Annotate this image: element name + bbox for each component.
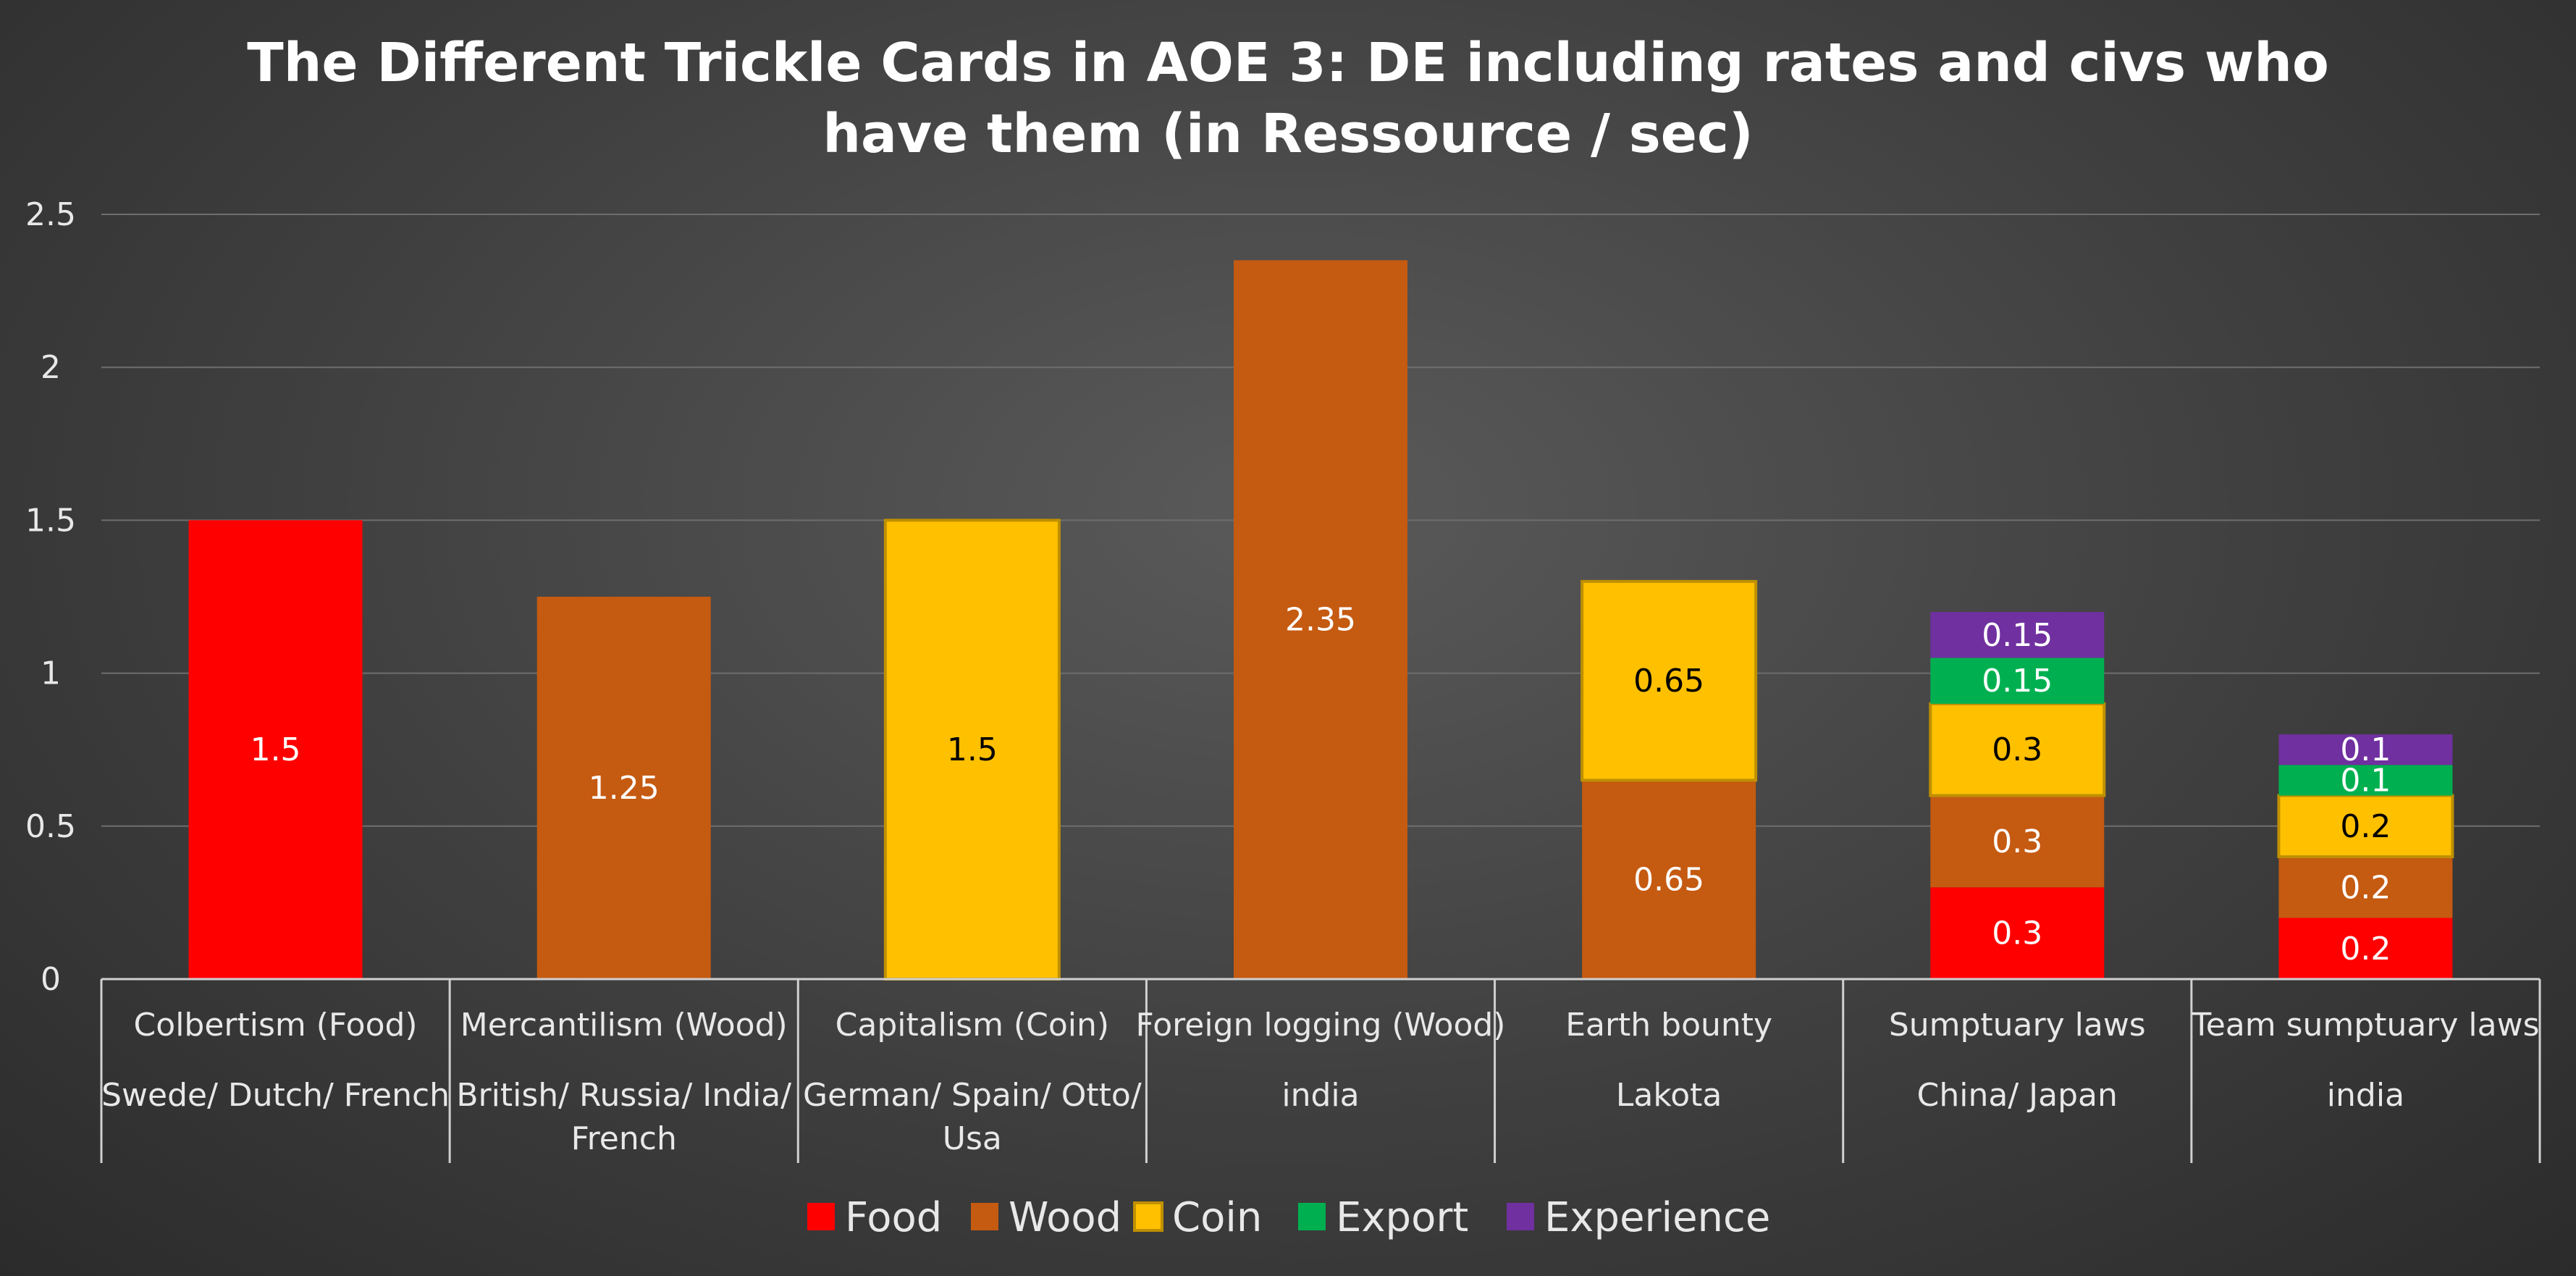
data-label: 2.35 [1285, 602, 1356, 639]
bar-segment-coin [1580, 579, 1758, 782]
civ-label: French [571, 1120, 677, 1157]
bar-segment-food [188, 520, 363, 979]
category-label: Earth bounty [1565, 1007, 1772, 1044]
data-label: 0.65 [1633, 663, 1704, 700]
civ-label: india [1281, 1077, 1359, 1114]
data-label: 0.15 [1982, 617, 2053, 654]
civ-label: Lakota [1616, 1077, 1722, 1114]
civ-label: German/ Spain/ Otto/ [803, 1077, 1142, 1114]
bar-segment-experience [2278, 734, 2453, 765]
data-label: 1.5 [251, 731, 301, 768]
data-label: 0.65 [1633, 862, 1704, 899]
bar-segment-food [1930, 887, 2105, 979]
bar-segment-food [2278, 918, 2453, 979]
civ-label: British/ Russia/ India/ [456, 1077, 791, 1114]
civ-label: Usa [943, 1120, 1002, 1157]
bars: 1.5 1.25 1.5 2.35 0.65 0.65 0.3 0.3 0.3 0.15 0.15 0… [188, 260, 2454, 981]
category-label: Team sumptuary laws [2191, 1007, 2539, 1044]
bar-segment-wood [1582, 780, 1756, 979]
data-label: 0.2 [2340, 808, 2391, 845]
legend-swatch-food [807, 1203, 835, 1230]
civ-label: China/ Japan [1917, 1077, 2118, 1114]
legend: Food Wood Coin Export Experience [807, 1194, 1770, 1241]
data-label: 0.2 [2340, 931, 2391, 968]
legend-label-coin: Coin [1172, 1194, 1262, 1241]
bar-segment-wood [1234, 260, 1407, 979]
legend-swatch-export [1298, 1203, 1326, 1230]
y-tick-label: 1.5 [25, 502, 76, 539]
bar-segment-coin [2277, 794, 2454, 859]
category-label: Sumptuary laws [1889, 1007, 2146, 1044]
data-label: 1.25 [589, 770, 660, 807]
civ-label: india [2327, 1077, 2404, 1114]
data-label: 0.3 [1992, 731, 2042, 768]
bar-segment-export [2278, 765, 2453, 796]
legend-swatch-experience [1507, 1203, 1534, 1230]
data-label: 0.1 [2340, 762, 2391, 799]
bar-segment-wood [1930, 795, 2105, 888]
bar-segment-wood [2278, 857, 2453, 918]
y-tick-label: 2.5 [25, 196, 76, 233]
category-label: Capitalism (Coin) [835, 1007, 1109, 1044]
y-tick-label: 0.5 [25, 808, 76, 845]
chart-title-line-2: have them (in Ressource / sec) [822, 103, 1753, 165]
bar-segment-wood [536, 597, 711, 979]
data-label: 0.3 [1992, 915, 2042, 952]
y-tick-label: 1 [41, 655, 61, 692]
category-label: Colbertism (Food) [134, 1007, 418, 1044]
data-label: 0.15 [1982, 663, 2053, 700]
y-tick-label: 2 [41, 349, 61, 386]
x-axis: Colbertism (Food) Swede/ Dutch/ French Mer… [100, 978, 2541, 1163]
category-label: Mercantilism (Wood) [460, 1007, 788, 1044]
bar-segment-export [1930, 658, 2105, 704]
bar-segment-coin [1929, 702, 2106, 797]
legend-swatch-coin [1133, 1201, 1163, 1232]
legend-swatch-wood [971, 1203, 998, 1230]
bar-segment-experience [1930, 612, 2105, 658]
chart-title: The Different Trickle Cards in AOE 3: DE… [247, 32, 2329, 165]
legend-label-food: Food [845, 1194, 942, 1241]
y-tick-label: 0 [41, 961, 61, 998]
data-label: 0.1 [2340, 731, 2391, 768]
category-label: Foreign logging (Wood) [1136, 1007, 1506, 1044]
bar-segment-coin [883, 519, 1061, 981]
civ-label: Swede/ Dutch/ French [101, 1077, 450, 1114]
legend-label-export: Export [1336, 1194, 1468, 1241]
chart-title-line-1: The Different Trickle Cards in AOE 3: DE… [247, 32, 2329, 94]
legend-label-experience: Experience [1544, 1194, 1770, 1241]
data-label: 0.3 [1992, 823, 2042, 860]
y-axis: 0 0.5 1 1.5 2 2.5 [25, 196, 76, 998]
data-label: 1.5 [947, 731, 998, 768]
legend-label-wood: Wood [1009, 1194, 1121, 1241]
data-label: 0.2 [2340, 869, 2391, 906]
